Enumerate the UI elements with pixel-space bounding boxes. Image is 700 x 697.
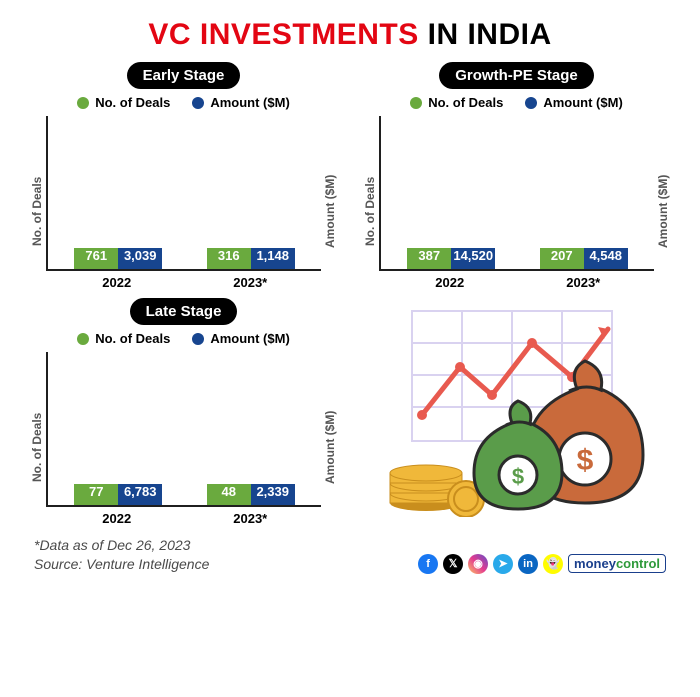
- bar-amount: 6,783: [118, 484, 162, 505]
- plot-area: 761 3,039 316 1,148: [46, 116, 321, 271]
- footnote: *Data as of Dec 26, 2023 Source: Venture…: [34, 536, 209, 574]
- x-tick: 2023*: [189, 511, 312, 526]
- title-part2: IN INDIA: [428, 18, 552, 51]
- money-chart-illustration: $ $: [372, 307, 662, 517]
- bar-group: 77 6,783: [57, 484, 179, 505]
- legend-deals: No. of Deals: [77, 331, 170, 346]
- bar-group: 48 2,339: [190, 484, 312, 505]
- footer: *Data as of Dec 26, 2023 Source: Venture…: [24, 536, 676, 574]
- x-tick: 2022: [55, 275, 178, 290]
- x-axis: 2022 2023*: [46, 275, 321, 290]
- dot-amount: [525, 97, 537, 109]
- chart-panel-late: Late Stage No. of Deals Amount ($M) No. …: [24, 298, 343, 526]
- dot-amount: [192, 97, 204, 109]
- x-axis: 2022 2023*: [46, 511, 321, 526]
- bar-group: 316 1,148: [190, 248, 312, 269]
- bar-amount: 3,039: [118, 248, 162, 269]
- linkedin-icon[interactable]: in: [518, 554, 538, 574]
- illustration-panel: $ $: [357, 298, 676, 526]
- x-tick: 2023*: [522, 275, 645, 290]
- bar-group: 761 3,039: [57, 248, 179, 269]
- y-axis-right-label: Amount ($M): [656, 116, 670, 290]
- plot-area: 77 6,783 48 2,339: [46, 352, 321, 507]
- moneycontrol-logo: moneycontrol: [568, 554, 666, 573]
- stage-pill: Late Stage: [130, 298, 238, 325]
- chart-panel-growth: Growth-PE Stage No. of Deals Amount ($M)…: [357, 62, 676, 290]
- bar-deals: 387: [407, 248, 451, 269]
- snapchat-icon[interactable]: 👻: [543, 554, 563, 574]
- bar-deals: 77: [74, 484, 118, 505]
- telegram-icon[interactable]: ➤: [493, 554, 513, 574]
- y-axis-left-label: No. of Deals: [30, 352, 44, 526]
- bar-amount: 4,548: [584, 248, 628, 269]
- y-axis-left-label: No. of Deals: [30, 116, 44, 290]
- legend-deals: No. of Deals: [77, 95, 170, 110]
- legend: No. of Deals Amount ($M): [30, 331, 337, 346]
- footnote-line2: Source: Venture Intelligence: [34, 555, 209, 574]
- dot-deals: [410, 97, 422, 109]
- bar-amount: 1,148: [251, 248, 295, 269]
- title-part1: VC INVESTMENTS: [148, 18, 418, 51]
- legend-deals: No. of Deals: [410, 95, 503, 110]
- x-axis: 2022 2023*: [379, 275, 654, 290]
- bar-deals: 207: [540, 248, 584, 269]
- x-tick: 2022: [55, 511, 178, 526]
- legend: No. of Deals Amount ($M): [363, 95, 670, 110]
- footnote-line1: *Data as of Dec 26, 2023: [34, 536, 209, 555]
- svg-text:$: $: [511, 464, 523, 489]
- page-title: VC INVESTMENTS IN INDIA: [24, 18, 676, 52]
- dot-deals: [77, 333, 89, 345]
- coins-icon: [390, 465, 484, 517]
- instagram-icon[interactable]: ◉: [468, 554, 488, 574]
- bar-group: 207 4,548: [523, 248, 645, 269]
- stage-pill: Early Stage: [127, 62, 241, 89]
- bar-deals: 761: [74, 248, 118, 269]
- facebook-icon[interactable]: f: [418, 554, 438, 574]
- legend-amount: Amount ($M): [192, 331, 289, 346]
- legend-amount: Amount ($M): [192, 95, 289, 110]
- bar-amount: 14,520: [451, 248, 495, 269]
- legend: No. of Deals Amount ($M): [30, 95, 337, 110]
- bar-group: 387 14,520: [390, 248, 512, 269]
- x-tick: 2022: [388, 275, 511, 290]
- plot-area: 387 14,520 207 4,548: [379, 116, 654, 271]
- chart-panel-early: Early Stage No. of Deals Amount ($M) No.…: [24, 62, 343, 290]
- bar-deals: 48: [207, 484, 251, 505]
- legend-amount: Amount ($M): [525, 95, 622, 110]
- dot-deals: [77, 97, 89, 109]
- dot-amount: [192, 333, 204, 345]
- y-axis-right-label: Amount ($M): [323, 116, 337, 290]
- y-axis-left-label: No. of Deals: [363, 116, 377, 290]
- stage-pill: Growth-PE Stage: [439, 62, 594, 89]
- x-icon[interactable]: 𝕏: [443, 554, 463, 574]
- bar-deals: 316: [207, 248, 251, 269]
- x-tick: 2023*: [189, 275, 312, 290]
- y-axis-right-label: Amount ($M): [323, 352, 337, 526]
- svg-text:$: $: [576, 444, 593, 477]
- social-icons: f 𝕏 ◉ ➤ in 👻 moneycontrol: [418, 554, 666, 574]
- bar-amount: 2,339: [251, 484, 295, 505]
